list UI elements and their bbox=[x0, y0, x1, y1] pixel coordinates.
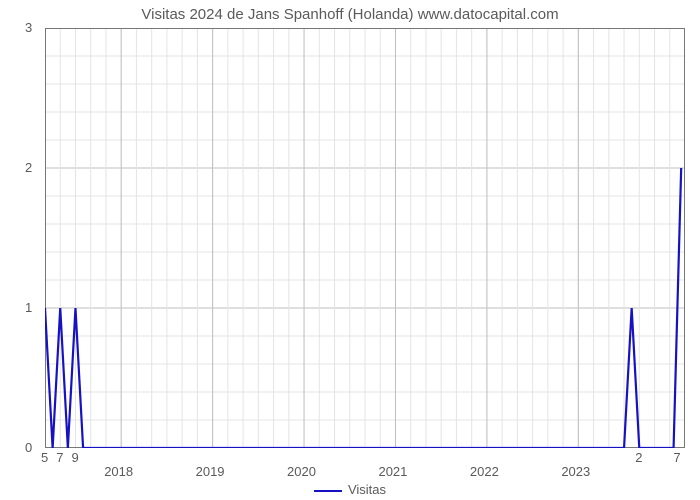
x-month-label: 9 bbox=[71, 450, 78, 465]
x-year-label: 2022 bbox=[470, 464, 499, 479]
x-year-label: 2018 bbox=[104, 464, 133, 479]
x-month-label: 5 bbox=[41, 450, 48, 465]
legend-label: Visitas bbox=[348, 482, 386, 497]
x-year-label: 2019 bbox=[196, 464, 225, 479]
y-tick-label: 2 bbox=[25, 160, 32, 175]
x-month-label: 7 bbox=[56, 450, 63, 465]
chart-container: Visitas 2024 de Jans Spanhoff (Holanda) … bbox=[0, 0, 700, 500]
y-tick-label: 0 bbox=[25, 440, 32, 455]
x-year-label: 2023 bbox=[561, 464, 590, 479]
chart-title: Visitas 2024 de Jans Spanhoff (Holanda) … bbox=[0, 6, 700, 23]
legend-swatch bbox=[314, 490, 342, 492]
y-tick-label: 3 bbox=[25, 20, 32, 35]
x-month-label: 7 bbox=[673, 450, 680, 465]
chart-plot bbox=[45, 28, 685, 448]
x-month-label: 2 bbox=[635, 450, 642, 465]
x-year-label: 2020 bbox=[287, 464, 316, 479]
y-tick-label: 1 bbox=[25, 300, 32, 315]
legend: Visitas bbox=[0, 482, 700, 497]
x-year-label: 2021 bbox=[378, 464, 407, 479]
